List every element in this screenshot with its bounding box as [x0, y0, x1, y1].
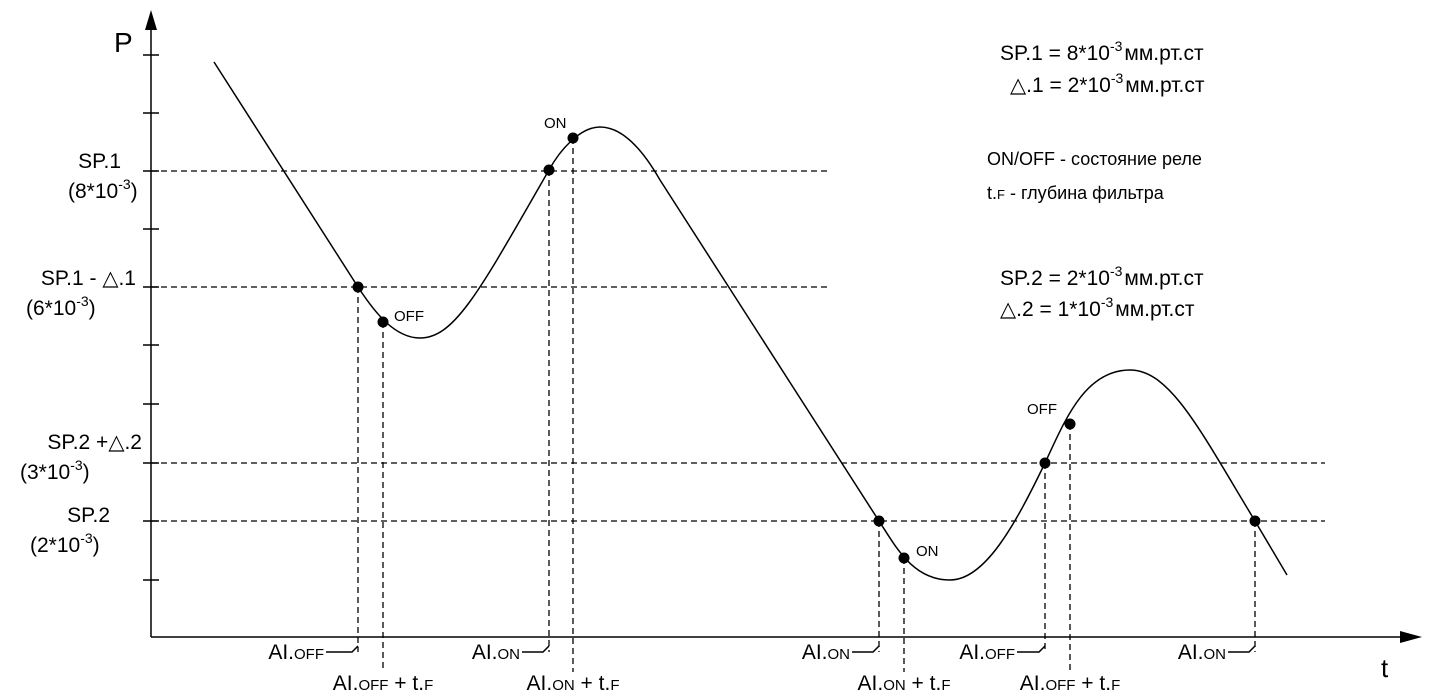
curve-point	[898, 552, 910, 564]
state-label-off: OFF	[1027, 401, 1057, 418]
axes: P t	[114, 10, 1422, 683]
x-axis-label: t	[1381, 653, 1389, 683]
curve-points	[352, 132, 1261, 564]
legend-delta1: △.1 = 2*10-3мм.рт.ст	[1010, 70, 1205, 97]
x-axis-arrow	[1400, 631, 1422, 643]
event-label-ai-on: AI.ON	[802, 641, 850, 664]
curve-point	[1039, 457, 1051, 469]
threshold-lines	[151, 170, 1325, 522]
level-value-sp2-plus-delta: (3*10-3)	[20, 457, 90, 484]
event-label-ai-off-plus-tf: AI.OFF + t.F	[1020, 672, 1120, 695]
label-leader	[326, 645, 359, 653]
curve-point	[567, 132, 579, 144]
level-value-sp1: (8*10-3)	[68, 176, 138, 203]
level-name-sp2-plus-delta: SP.2 +△.2	[47, 431, 142, 454]
y-axis-label: P	[114, 27, 133, 58]
label-leader	[1228, 645, 1256, 653]
event-label-ai-off: AI.OFF	[959, 641, 1015, 664]
event-label-ai-on: AI.ON	[1178, 641, 1226, 664]
legend-sp2: SP.2 = 2*10-3мм.рт.ст	[1000, 263, 1204, 290]
curve-point	[873, 515, 885, 527]
y-axis-arrow	[145, 10, 157, 30]
event-label-ai-off-plus-tf: AI.OFF + t.F	[333, 672, 433, 695]
event-lines	[357, 138, 1256, 672]
event-label-ai-off: AI.OFF	[268, 641, 324, 664]
curve-point	[543, 164, 555, 176]
curve-point	[1064, 418, 1076, 430]
level-name-sp1: SP.1	[78, 150, 121, 173]
state-label-on: ON	[544, 115, 567, 132]
legend-tf: t.F - глубина фильтра	[987, 183, 1165, 203]
event-label-ai-on-plus-tf: AI.ON + t.F	[527, 672, 620, 695]
legend-delta2: △.2 = 1*10-3мм.рт.ст	[1000, 294, 1195, 321]
point-state-labels: OFF ON ON OFF	[394, 115, 1057, 560]
level-value-sp2: (2*10-3)	[30, 530, 100, 557]
curve-point	[1249, 515, 1261, 527]
legend-onoff: ON/OFF - состояние реле	[987, 149, 1202, 169]
label-leader	[1017, 645, 1046, 653]
label-leader	[852, 645, 880, 653]
curve-point	[352, 281, 364, 293]
state-label-on: ON	[916, 543, 939, 560]
event-label-ai-on: AI.ON	[472, 641, 520, 664]
legend-sp1: SP.1 = 8*10-3мм.рт.ст	[1000, 38, 1204, 65]
level-name-sp2: SP.2	[67, 504, 110, 527]
event-label-ai-on-plus-tf: AI.ON + t.F	[858, 672, 951, 695]
pressure-curve	[213, 61, 1288, 581]
state-label-off: OFF	[394, 308, 424, 325]
level-labels: SP.1 (8*10-3) SP.1 - △.1 (6*10-3) SP.2 +…	[20, 150, 142, 557]
label-leader	[522, 645, 550, 653]
level-name-sp1-minus-delta: SP.1 - △.1	[41, 267, 136, 290]
curve-point	[377, 316, 389, 328]
event-labels: AI.OFF AI.OFF + t.F AI.ON AI.ON + t.F AI…	[268, 641, 1256, 695]
legend: SP.1 = 8*10-3мм.рт.ст △.1 = 2*10-3мм.рт.…	[987, 38, 1205, 321]
level-value-sp1-minus-delta: (6*10-3)	[26, 293, 96, 320]
